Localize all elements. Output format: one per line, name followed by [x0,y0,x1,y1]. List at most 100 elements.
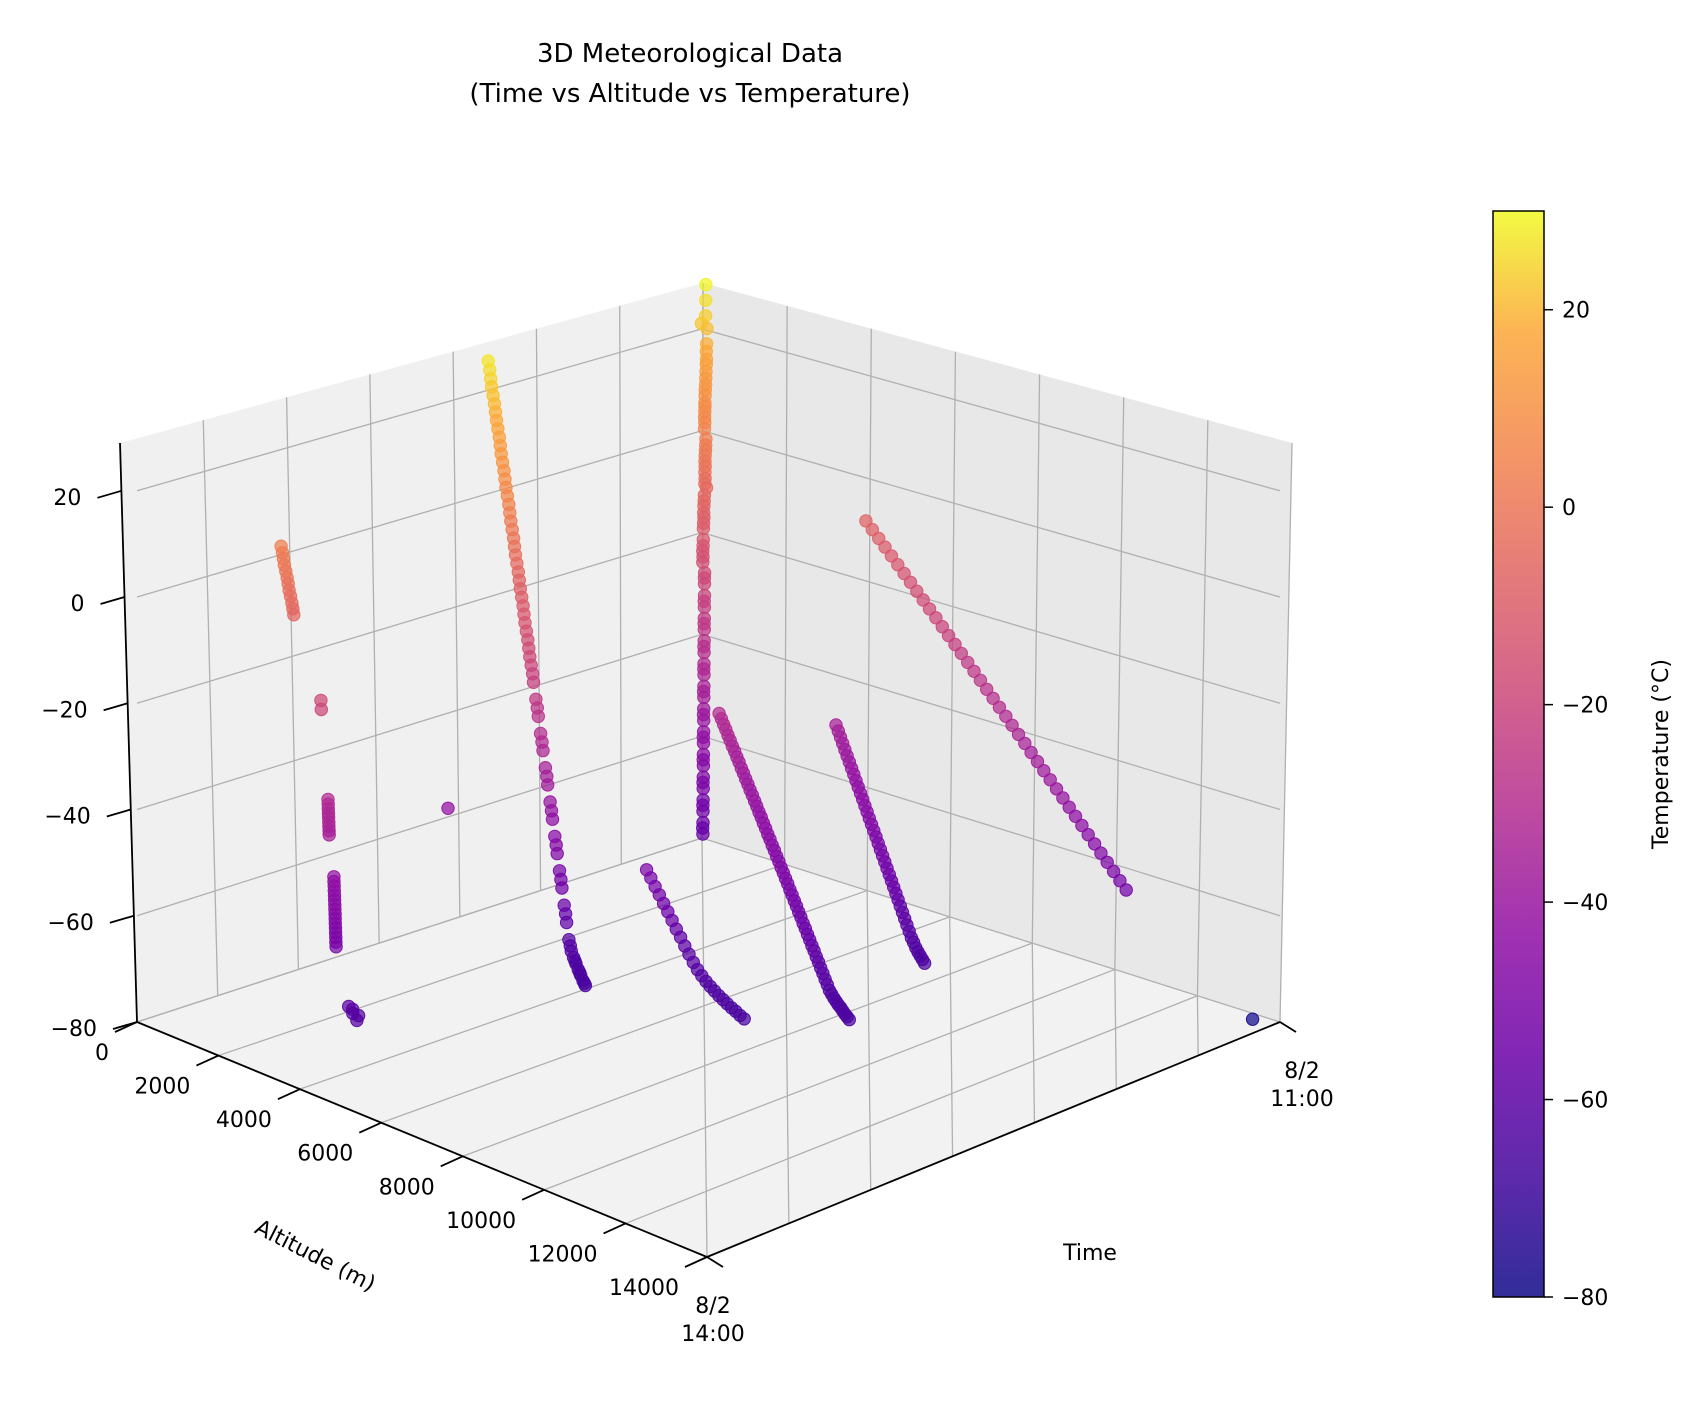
colorbar-tick-label: −20 [1562,694,1608,719]
altitude-wall-gridline [619,305,622,865]
time-floor-gridline [949,916,954,1157]
chart-title-line-1: 3D Meteorological Data [537,39,843,69]
z-tick [97,489,122,499]
z-tick [100,596,125,605]
data-point [1087,837,1102,851]
data-point [699,277,713,292]
data-point [526,675,541,689]
colorbar-frame [1492,210,1545,1298]
data-point [578,978,593,993]
data-point [696,521,711,536]
altitude-floor-gridline [625,995,1198,1225]
colorbar-tick-label: 0 [1562,496,1576,521]
z-tick [109,914,135,924]
data-point [696,804,710,818]
data-point [699,293,713,308]
colorbar-tick-label: 20 [1562,299,1590,324]
data-point [1081,828,1095,842]
time-floor-gridline [1031,943,1036,1123]
time-floor-gridline [866,890,872,1190]
altitude-floor-gridline [543,968,1116,1191]
data-point [992,700,1007,714]
data-point [555,881,569,895]
axis-lines [119,442,1281,1258]
data-point [350,1013,364,1028]
y-tick [440,1155,464,1168]
data-point [973,673,988,687]
y-tick-label: 2000 [134,1075,190,1100]
z-tick-label: −20 [41,698,87,723]
data-point [1075,818,1089,833]
altitude-wall-gridline [452,351,461,917]
data-point [1100,855,1114,869]
altitude-wall-gridline [535,328,542,891]
data-point [559,915,574,930]
data-point [1245,1012,1260,1026]
z-tick-label: 0 [71,592,85,617]
data-point [1062,800,1076,814]
y-tick [684,1256,708,1268]
data-point [531,709,545,724]
time-floor-gridline [701,837,708,1258]
data-point [954,646,968,661]
y-tick [196,1054,219,1067]
data-point [696,759,711,773]
x-axis-line [706,1021,1281,1258]
x-tick [706,1256,724,1268]
data-point [696,781,710,796]
data-point [1119,883,1133,897]
altitude-floor-gridline [462,942,1033,1157]
data-point [696,827,710,841]
y-tick-label: 8000 [379,1175,435,1200]
time-gridline [1196,420,1209,996]
data-point [697,713,711,728]
altitude-floor-gridline [381,916,950,1124]
data-point [697,622,711,637]
data-point [697,668,711,682]
data-point [1056,791,1070,805]
time-gridline [1279,442,1293,1023]
data-point [536,743,550,758]
z-axis-line [119,442,138,1023]
time-floor-gridline [1114,969,1117,1090]
altitude-floor-gridline [218,863,785,1057]
z-tick-label: −40 [44,805,90,830]
data-point [287,608,301,622]
z-tick [103,702,128,712]
data-point [696,736,711,750]
data-point [737,1012,751,1026]
y-tick-label: 14000 [609,1276,679,1301]
y-tick [603,1222,626,1235]
data-point [842,1012,856,1027]
data-point [1113,874,1127,888]
data-point [550,846,564,861]
x-tick-label: 8/2 11:00 [1270,1059,1333,1112]
y-tick-label: 12000 [528,1242,598,1267]
y-tick-label: 10000 [446,1209,516,1234]
z-tick-label: 20 [53,486,81,511]
data-point [1024,745,1038,760]
floor-pane [137,838,1280,1257]
y-tick [114,1021,138,1033]
data-point [1005,718,1019,732]
data-point [1018,736,1032,751]
colorbar-tick-label: −60 [1562,1089,1608,1114]
axis-panes [120,283,1292,1257]
altitude-wall-gridline [202,420,219,996]
y-tick-label: 6000 [297,1142,353,1167]
y-axis-label: Altitude (m) [251,1215,380,1297]
data-point [1037,764,1051,778]
data-point [329,940,343,954]
x-axis-label: Time [1062,1241,1117,1266]
data-point [917,956,932,970]
data-point [1094,846,1108,860]
x-tick-label: 8/2 14:00 [681,1294,744,1347]
data-point [541,778,555,792]
colorbar-label: Temperature (°C) [1649,659,1674,850]
data-point [697,645,711,660]
data-point [980,682,994,696]
altitude-floor-gridline [136,837,703,1023]
data-point [697,690,711,705]
chart-title-line-2: (Time vs Altitude vs Temperature) [469,79,910,109]
colorbar-gradient [1493,211,1544,1297]
